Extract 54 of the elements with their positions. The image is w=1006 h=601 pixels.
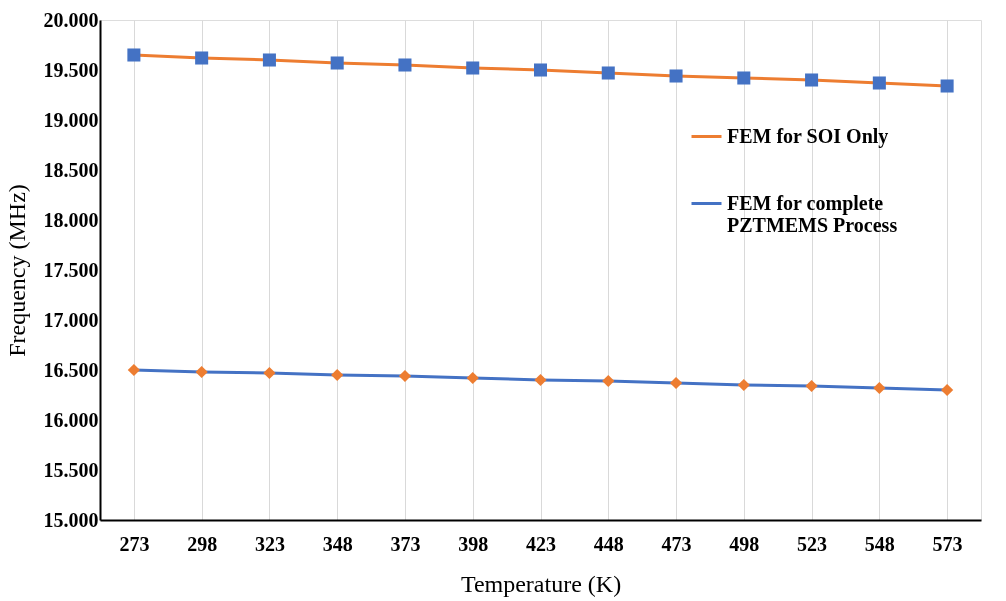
point [737,378,750,392]
point [940,383,954,397]
x-tick-label: 323 [254,532,285,555]
point [872,76,886,90]
y-tick-label: 15.500 [43,458,99,481]
point [262,53,276,67]
y-tick-label: 20.000 [43,8,99,31]
point [263,366,276,380]
point [534,373,547,387]
point [466,61,480,75]
point [940,79,954,93]
point [669,69,683,83]
x-axis-title: Temperature (K) [460,570,622,597]
point [331,368,344,382]
point [873,381,886,395]
y-tick-label: 19.000 [43,108,99,131]
y-tick-label: 18.000 [43,208,99,231]
y-tick-label: 18.500 [43,158,99,181]
x-tick-label: 498 [729,532,760,555]
x-tick-label: 298 [187,532,218,555]
point [398,369,412,383]
point [805,73,819,87]
y-tick-label: 17.500 [43,258,99,281]
point [330,56,344,70]
x-tick-label: 523 [797,532,828,555]
y-tick-label: 16.000 [43,408,99,431]
point [602,374,615,388]
x-tick-label: 573 [932,532,963,555]
point [533,63,548,77]
point [398,58,412,72]
point [737,71,751,85]
x-tick-label: 398 [458,532,489,555]
point [805,379,818,393]
point [195,365,208,379]
x-tick-label: 473 [661,532,692,555]
legend-label: FEM for complete PZTMEMS Process [727,191,898,236]
y-axis-title: Frequency (MHz) [3,184,30,357]
y-tick-label: 19.500 [43,58,99,81]
legend-label: FEM for SOI Only [727,124,889,148]
point [466,371,479,385]
point [601,66,615,80]
x-tick-label: 373 [390,532,421,555]
point [669,376,683,390]
x-tick-label: 548 [864,532,895,555]
x-tick-label: 448 [593,532,624,555]
point [195,51,209,65]
x-tick-label: 423 [526,532,556,555]
x-tick-label: 273 [119,532,150,555]
y-tick-label: 15.000 [43,508,99,531]
point [127,48,141,62]
y-tick-label: 17.000 [43,308,99,331]
point [127,363,141,377]
y-tick-label: 16.500 [43,358,99,381]
x-tick-label: 348 [322,532,353,555]
